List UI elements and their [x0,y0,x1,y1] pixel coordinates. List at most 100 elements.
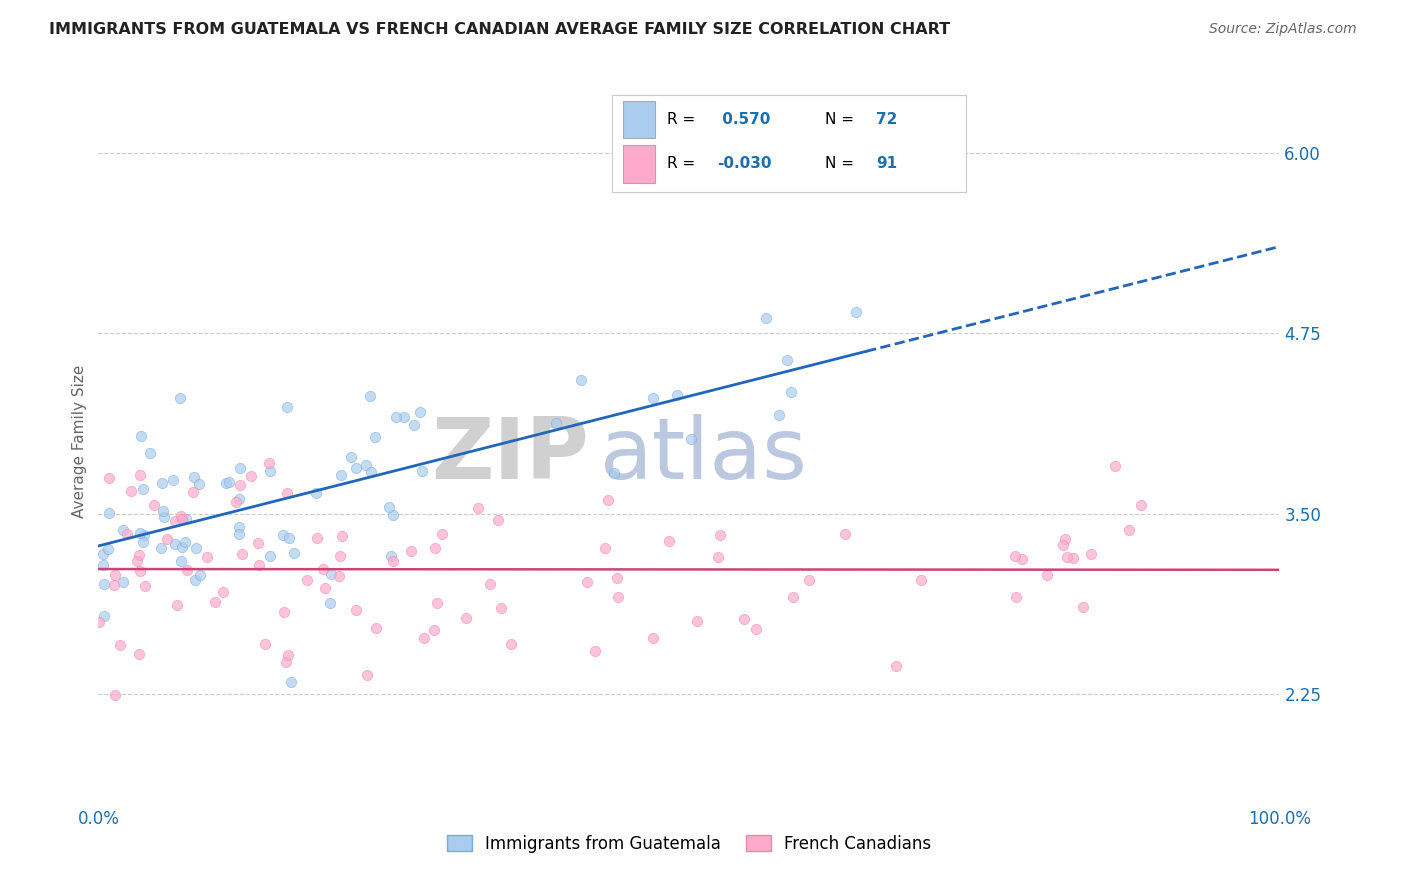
Point [97,542,120,557]
Point [596,493,619,508]
Point [423,623,446,637]
Point [360,389,382,403]
Point [247,535,270,549]
Point [1005,590,1028,604]
Point [139,446,162,460]
Text: Source: ZipAtlas.com: Source: ZipAtlas.com [1209,22,1357,37]
Point [225,494,247,508]
Point [271,528,294,542]
Point [295,573,318,587]
Point [411,464,433,478]
Point [142,498,165,512]
Point [707,550,730,565]
Text: atlas: atlas [600,415,808,498]
Point [665,387,688,401]
Point [132,483,155,497]
Point [132,535,155,549]
Point [409,405,432,419]
Point [156,532,179,546]
Point [686,614,709,628]
Point [228,491,250,506]
Point [381,508,404,523]
Point [744,623,766,637]
Point [91,558,114,573]
Point [276,485,298,500]
Point [128,549,150,563]
Point [402,417,425,432]
Text: ZIP: ZIP [430,415,589,498]
Point [799,574,821,588]
Point [128,647,150,661]
Point [305,485,328,500]
Point [259,464,281,478]
Point [344,460,367,475]
Point [1052,538,1074,552]
Point [776,352,799,367]
Point [385,409,408,424]
Point [170,509,193,524]
Point [276,401,298,415]
Point [115,526,138,541]
Point [97,471,120,485]
Point [129,564,152,578]
Point [134,579,156,593]
Point [104,688,127,702]
Point [93,576,115,591]
Point [1036,568,1059,582]
Point [491,600,513,615]
Point [229,478,252,492]
Point [163,537,186,551]
Point [321,567,343,582]
Point [152,504,174,518]
Point [344,602,367,616]
Point [108,638,131,652]
Point [910,574,932,588]
Point [593,541,616,555]
Point [273,605,295,619]
Point [183,470,205,484]
Point [195,550,218,565]
Point [330,529,353,543]
Point [229,461,252,475]
Point [150,541,173,555]
Point [319,596,342,610]
Point [120,484,142,499]
Point [276,655,298,669]
Point [1130,499,1153,513]
Point [330,468,353,483]
Point [228,526,250,541]
Point [641,391,664,405]
Point [884,659,907,673]
Point [364,621,387,635]
Point [257,456,280,470]
Point [681,432,703,446]
Point [603,467,626,481]
Point [583,644,606,658]
Point [259,549,281,563]
Point [111,523,134,537]
Point [188,568,211,582]
Point [394,409,416,424]
Point [186,541,208,555]
Point [733,612,755,626]
Point [165,514,187,528]
Point [413,631,436,645]
Text: IMMIGRANTS FROM GUATEMALA VS FRENCH CANADIAN AVERAGE FAMILY SIZE CORRELATION CHA: IMMIGRANTS FROM GUATEMALA VS FRENCH CANA… [49,22,950,37]
Point [606,571,628,585]
Point [166,599,188,613]
Point [247,558,270,572]
Point [1053,532,1076,546]
Point [150,476,173,491]
Point [467,501,489,516]
Point [280,675,302,690]
Point [174,511,197,525]
Point [152,509,174,524]
Point [430,527,453,541]
Point [231,547,253,561]
Point [176,563,198,577]
Point [1011,552,1033,566]
Point [312,562,335,576]
Point [340,450,363,464]
Point [169,554,191,568]
Point [768,409,790,423]
